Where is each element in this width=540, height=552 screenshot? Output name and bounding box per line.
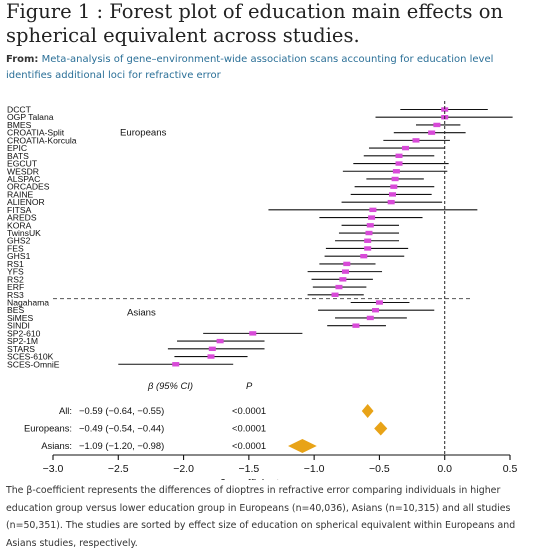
study-label: RS3 — [7, 290, 24, 300]
effect-marker — [352, 323, 360, 328]
group-label: Europeans — [120, 128, 167, 139]
beta-header: β (95% CI) — [147, 380, 193, 391]
figure-caption: The β-coefficient represents the differe… — [6, 485, 516, 549]
effect-marker — [433, 122, 441, 128]
study-label: BMES — [7, 120, 32, 130]
study-label: DCCT — [7, 105, 32, 115]
effect-marker — [391, 176, 399, 182]
study-label: RS2 — [7, 274, 24, 284]
summary-label: Europeans: — [24, 422, 72, 433]
study-label: YFS — [7, 267, 24, 277]
effect-marker — [365, 230, 373, 236]
study-label: ERF — [7, 282, 24, 292]
figure-title: Figure 1 : Forest plot of education main… — [6, 0, 504, 47]
study-label: FITSA — [7, 205, 32, 215]
effect-marker — [375, 300, 383, 305]
effect-marker — [341, 269, 349, 274]
study-label: STARS — [7, 344, 35, 354]
effect-marker — [388, 192, 396, 197]
study-label: SP2-1M — [7, 336, 38, 346]
x-tick-label: −2.0 — [173, 463, 194, 475]
effect-marker — [395, 153, 403, 159]
effect-marker — [339, 277, 347, 282]
p-header: P — [246, 380, 253, 391]
x-tick-label: −3.0 — [43, 463, 64, 475]
summary-diamond — [374, 421, 388, 436]
summary-p-text: <0.0001 — [232, 405, 266, 416]
effect-marker — [249, 331, 257, 336]
study-label: ALIENOR — [7, 197, 45, 207]
effect-marker — [364, 238, 372, 243]
study-label: GHS2 — [7, 236, 31, 246]
study-label: EGCUT — [7, 159, 38, 169]
effect-marker — [207, 354, 215, 359]
study-label: RAINE — [7, 189, 34, 199]
summary-diamond — [361, 403, 374, 418]
study-label: BATS — [7, 151, 29, 161]
study-label: SCES-610K — [7, 352, 54, 362]
effect-marker — [335, 284, 343, 290]
study-label: CROATIA-Split — [7, 128, 65, 138]
effect-marker — [412, 138, 420, 143]
study-label: AREDS — [7, 213, 37, 223]
study-label: ORCADES — [7, 182, 50, 192]
effect-marker — [216, 338, 224, 344]
study-label: SP2-610 — [7, 328, 41, 338]
summary-ci-text: −0.49 (−0.54, −0.44) — [79, 422, 164, 433]
effect-marker — [366, 223, 374, 228]
summary-p-text: <0.0001 — [232, 440, 266, 451]
x-tick-label: −1.5 — [238, 463, 259, 475]
x-tick-label: −2.5 — [108, 463, 129, 475]
study-label: KORA — [7, 220, 32, 230]
effect-marker — [387, 199, 395, 205]
study-label: TwinsUK — [7, 228, 41, 238]
x-axis-title: β-coefficient — [218, 478, 279, 480]
effect-marker — [368, 215, 376, 220]
effect-marker — [366, 315, 374, 321]
effect-marker — [369, 207, 377, 213]
study-label: SiMES — [7, 313, 34, 323]
study-label: EPIC — [7, 143, 27, 153]
effect-marker — [172, 362, 180, 367]
effect-marker — [395, 161, 403, 166]
summary-label: All: — [59, 405, 72, 416]
study-label: GHS1 — [7, 251, 31, 261]
effect-marker — [343, 261, 351, 267]
effect-marker — [392, 169, 400, 174]
study-label: FES — [7, 243, 24, 253]
x-tick-label: 0.5 — [503, 463, 518, 475]
source-reference: From: Meta-analysis of gene–environment-… — [6, 52, 531, 84]
study-label: ALSPAC — [7, 174, 40, 184]
summary-ci-text: −1.09 (−1.20, −0.98) — [79, 440, 164, 451]
effect-marker — [208, 346, 216, 352]
effect-marker — [360, 253, 368, 259]
group-label: Asians — [127, 308, 156, 319]
effect-marker — [331, 292, 339, 297]
from-label: From: — [6, 54, 39, 65]
study-label: BES — [7, 305, 24, 315]
effect-marker — [390, 184, 398, 189]
summary-label: Asians: — [41, 440, 72, 451]
summary-diamond — [288, 438, 317, 453]
study-label: RS1 — [7, 259, 24, 269]
study-label: SCES-OmniE — [7, 359, 60, 369]
study-label: SINDI — [7, 321, 30, 331]
summary-ci-text: −0.59 (−0.64, −0.55) — [79, 405, 164, 416]
effect-marker — [402, 145, 410, 151]
study-label: Nagahama — [7, 298, 49, 308]
x-tick-label: −0.5 — [369, 463, 390, 475]
article-link[interactable]: Meta-analysis of gene–environment-wide a… — [6, 54, 494, 81]
effect-marker — [364, 246, 372, 251]
x-tick-label: −1.0 — [304, 463, 325, 475]
summary-p-text: <0.0001 — [232, 422, 266, 433]
effect-marker — [428, 130, 436, 135]
effect-marker — [372, 308, 380, 313]
x-tick-label: 0.0 — [437, 463, 452, 475]
study-label: OGP Talana — [7, 112, 54, 122]
study-label: WESDR — [7, 166, 39, 176]
study-label: CROATIA-Korcula — [7, 135, 77, 145]
effect-marker — [441, 107, 449, 112]
